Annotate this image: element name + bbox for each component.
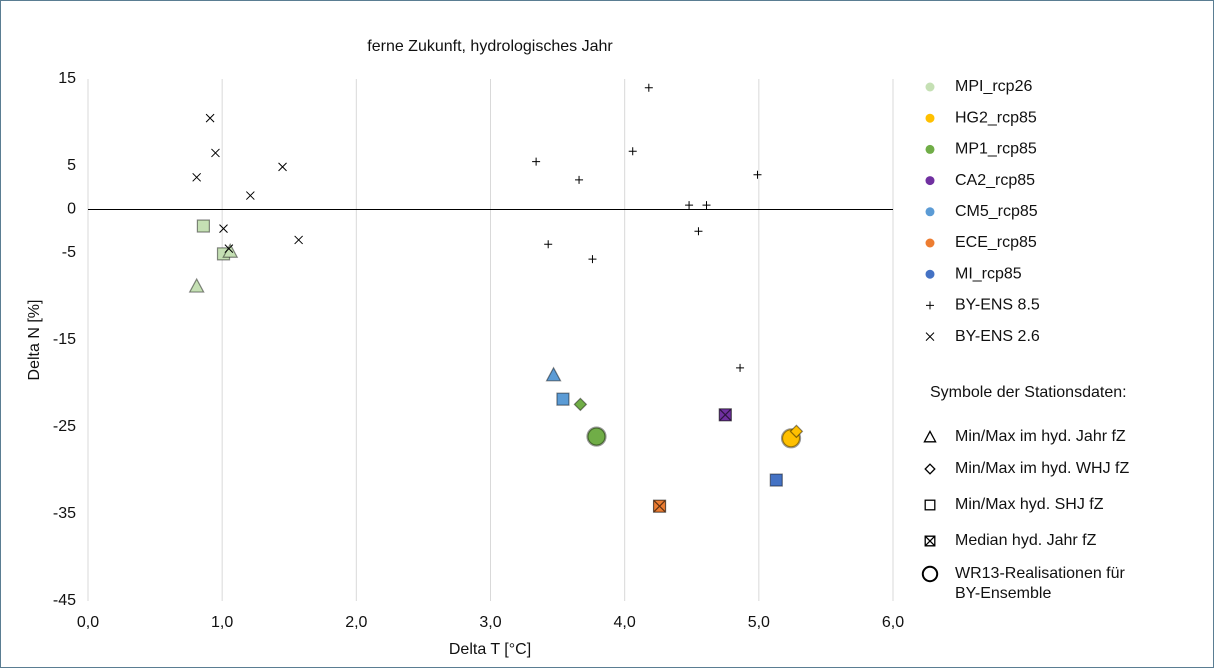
x-tick-label: 3,0 — [479, 614, 501, 631]
marker-cross — [925, 332, 935, 341]
marker-circle — [921, 565, 939, 583]
legend-label: BY-ENS 2.6 — [955, 328, 1040, 345]
marker-median — [652, 499, 667, 513]
y-tick-label: 0 — [67, 201, 76, 218]
marker-diamond — [789, 424, 804, 439]
symbol-legend-label: Min/Max hyd. SHJ fZ — [955, 496, 1104, 513]
marker-cross — [245, 191, 255, 200]
legend-dot — [925, 144, 935, 154]
legend-label-box: Min/Max hyd. SHJ fZ — [955, 496, 1104, 513]
y-tick-label: 5 — [67, 157, 76, 174]
marker-plus — [753, 170, 762, 179]
legend-label: HG2_rcp85 — [955, 109, 1037, 126]
marker-square — [556, 392, 570, 406]
x-tick-label: 2,0 — [345, 614, 367, 631]
symbol-legend-label: Min/Max im hyd. Jahr fZ — [955, 428, 1126, 445]
marker-square — [924, 499, 936, 511]
y-tick-label: -15 — [53, 331, 76, 348]
legend-dot — [925, 238, 935, 248]
marker-median — [718, 408, 732, 422]
marker-cross — [278, 162, 287, 172]
marker-plus — [588, 255, 597, 264]
chart-title: ferne Zukunft, hydrologisches Jahr — [367, 38, 613, 55]
legend-dot — [925, 176, 935, 186]
legend-label: BY-ENS 8.5 — [955, 297, 1040, 314]
symbol-legend-label: Median hyd. Jahr fZ — [955, 532, 1097, 549]
y-tick-label: -25 — [53, 418, 76, 435]
x-axis-label: Delta T [°C] — [449, 641, 531, 658]
symbol-legend-label: Min/Max im hyd. WHJ fZ — [955, 460, 1130, 477]
marker-triangle — [188, 277, 205, 293]
marker-cross — [224, 244, 234, 254]
legend-dot — [925, 82, 935, 92]
marker-plus — [628, 147, 637, 156]
symbol-legend-label: WR13-Realisationen für BY-Ensemble — [955, 565, 1125, 602]
x-tick-label: 0,0 — [77, 614, 99, 631]
legend-label: ECE_rcp85 — [955, 234, 1037, 251]
marker-square — [196, 219, 210, 233]
legend-label: MP1_rcp85 — [955, 141, 1037, 158]
marker-plus — [926, 301, 934, 310]
legend-label: CA2_rcp85 — [955, 172, 1035, 189]
marker-cross — [192, 172, 202, 182]
legend-label-box: Median hyd. Jahr fZ — [955, 532, 1097, 549]
legend-dot — [925, 207, 935, 217]
y-tick-label: -45 — [53, 592, 76, 609]
marker-plus — [736, 363, 745, 372]
marker-diamond — [924, 463, 936, 475]
marker-circle — [586, 426, 607, 447]
marker-cross — [211, 148, 220, 158]
x-tick-label: 6,0 — [882, 614, 904, 631]
marker-plus — [702, 201, 711, 210]
y-tick-label: -35 — [53, 505, 76, 522]
marker-plus — [532, 157, 541, 166]
marker-plus — [644, 83, 653, 92]
legend-label-box: WR13-Realisationen für BY-Ensemble — [955, 565, 1125, 602]
legend-label-box: Min/Max im hyd. Jahr fZ — [955, 428, 1126, 445]
x-tick-label: 5,0 — [748, 614, 770, 631]
marker-triangle — [923, 430, 937, 443]
marker-square — [769, 473, 783, 487]
marker-plus — [694, 227, 703, 236]
legend-label: MPI_rcp26 — [955, 78, 1032, 95]
legend-label: CM5_rcp85 — [955, 203, 1038, 220]
y-axis-label: Delta N [%] — [26, 300, 43, 381]
marker-cross — [219, 224, 228, 233]
symbol-legend-title: Symbole der Stationsdaten: — [930, 384, 1127, 401]
legend-dot — [925, 269, 935, 279]
marker-plus — [575, 175, 584, 184]
marker-plus — [544, 240, 553, 249]
legend-dot — [925, 113, 935, 123]
marker-diamond — [573, 397, 588, 412]
x-tick-label: 4,0 — [614, 614, 636, 631]
marker-plus — [685, 201, 694, 210]
legend-label: MI_rcp85 — [955, 265, 1022, 282]
marker-cross — [205, 113, 215, 123]
marker-median — [924, 535, 936, 547]
marker-cross — [294, 235, 303, 245]
legend-label-box: Min/Max im hyd. WHJ fZ — [955, 460, 1130, 477]
marker-triangle — [545, 366, 562, 382]
x-tick-label: 1,0 — [211, 614, 233, 631]
y-tick-label: -5 — [62, 244, 76, 261]
y-tick-label: 15 — [58, 70, 76, 87]
